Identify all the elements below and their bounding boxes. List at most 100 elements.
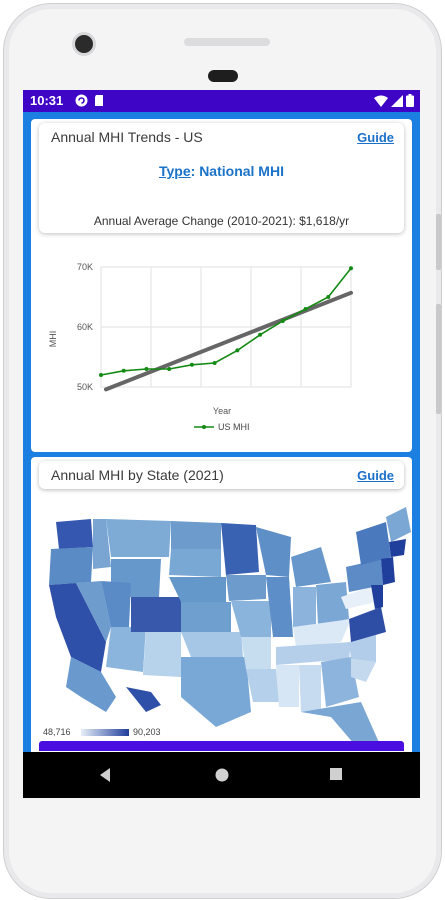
front-camera [72,32,96,56]
data-point [189,362,194,367]
state-sc [351,659,376,682]
data-point [258,332,263,337]
state-ma [389,539,406,557]
state-tiles [49,507,411,747]
y-tick-label: 60K [77,322,93,332]
chart-y-ticks: 70K 60K 50K [77,262,93,392]
state-al [299,665,321,712]
power-button [436,214,441,270]
sd-card-icon [95,95,103,106]
content-area: Annual MHI Trends - US Guide Type: Natio… [23,112,420,757]
state-ks [181,602,231,632]
state-mo [231,601,271,637]
annual-average-change: Annual Average Change (2010-2021): $1,61… [93,214,350,228]
home-icon[interactable] [214,767,230,783]
volume-button [436,304,441,414]
data-point [235,348,240,353]
state-or [49,547,93,585]
state-ms [276,665,299,707]
trend-card: Annual MHI Trends - US Guide Type: Natio… [31,119,412,452]
state-nv [76,581,111,642]
state-id [93,519,111,569]
signal-icon [391,94,403,107]
state-ak [66,657,116,712]
earpiece-speaker [184,38,270,46]
state-nd [171,521,221,549]
state-az [106,627,146,672]
map-legend: 48,716 90,203 [43,727,161,737]
state-tx [181,657,251,727]
status-time: 10:31 [30,93,64,108]
status-bar: 10:31 [23,90,420,112]
series-line-us-mhi [100,267,352,376]
state-new-england [386,507,411,542]
mhi-trend-chart: 70K 60K 50K MHI Year US MHI [48,262,353,432]
state-mn [221,523,259,575]
legend-label-us-mhi: US MHI [218,422,250,432]
data-point [326,295,331,299]
data-point [349,266,353,271]
state-sd [169,549,221,577]
trend-line [104,290,353,392]
recents-icon[interactable] [329,767,343,781]
state-wv [341,587,376,609]
back-icon[interactable] [98,767,112,783]
bottom-action-button[interactable] [39,741,404,751]
state-ga [321,657,359,707]
state-nm [143,632,181,677]
chart-grid [100,266,352,388]
state-mt [106,519,171,557]
data-point [144,367,149,371]
state-md [371,585,383,609]
state-nj [381,557,395,585]
state-il [266,577,293,637]
state-co [131,597,181,632]
sync-icon [75,94,88,107]
map-card-header: Annual MHI by State (2021) Guide [39,461,404,489]
state-wi [256,527,291,577]
screen: 10:31 Annual MHI Trends - US G [23,90,420,798]
chart-legend: US MHI [194,422,250,432]
state-ut [101,581,131,627]
y-tick-label: 70K [77,262,93,272]
state-mi [291,547,331,587]
state-wa [56,519,93,549]
navigation-bar [23,752,420,798]
state-pa [346,559,383,592]
battery-icon [406,94,414,107]
state-fl [301,702,381,747]
legend-marker [202,425,206,429]
y-tick-label: 50K [77,382,93,392]
data-point [121,368,126,373]
map-card: Annual MHI by State (2021) Guide [31,457,412,757]
state-ia [226,575,266,601]
legend-gradient [81,729,129,736]
data-point [280,319,285,323]
trend-card-title: Annual MHI Trends - US [51,129,203,145]
data-point [212,361,217,365]
trend-info-box: Annual MHI Trends - US Guide Type: Natio… [39,123,404,233]
trend-guide-link[interactable]: Guide [357,130,394,145]
data-point [303,307,308,311]
state-ky [293,619,351,647]
type-line[interactable]: Type: National MHI [39,163,404,179]
x-axis-label: Year [213,406,231,416]
state-ar [241,637,271,669]
map-guide-link[interactable]: Guide [357,468,394,483]
state-ny [356,522,391,565]
legend-min-label: 48,716 [43,727,71,737]
data-point [167,367,172,371]
legend-max-label: 90,203 [133,727,161,737]
state-in [293,587,316,627]
wifi-icon [374,95,388,107]
state-ne [169,577,226,602]
y-axis-label: MHI [48,331,58,348]
state-la [246,669,279,702]
state-ok [181,632,243,657]
type-label: Type [159,163,191,179]
us-choropleth-map[interactable]: 48,716 90,203 [31,497,412,747]
data-point [99,373,103,377]
type-value: : National MHI [190,163,284,179]
state-ca [49,583,106,672]
map-card-title: Annual MHI by State (2021) [51,467,224,483]
